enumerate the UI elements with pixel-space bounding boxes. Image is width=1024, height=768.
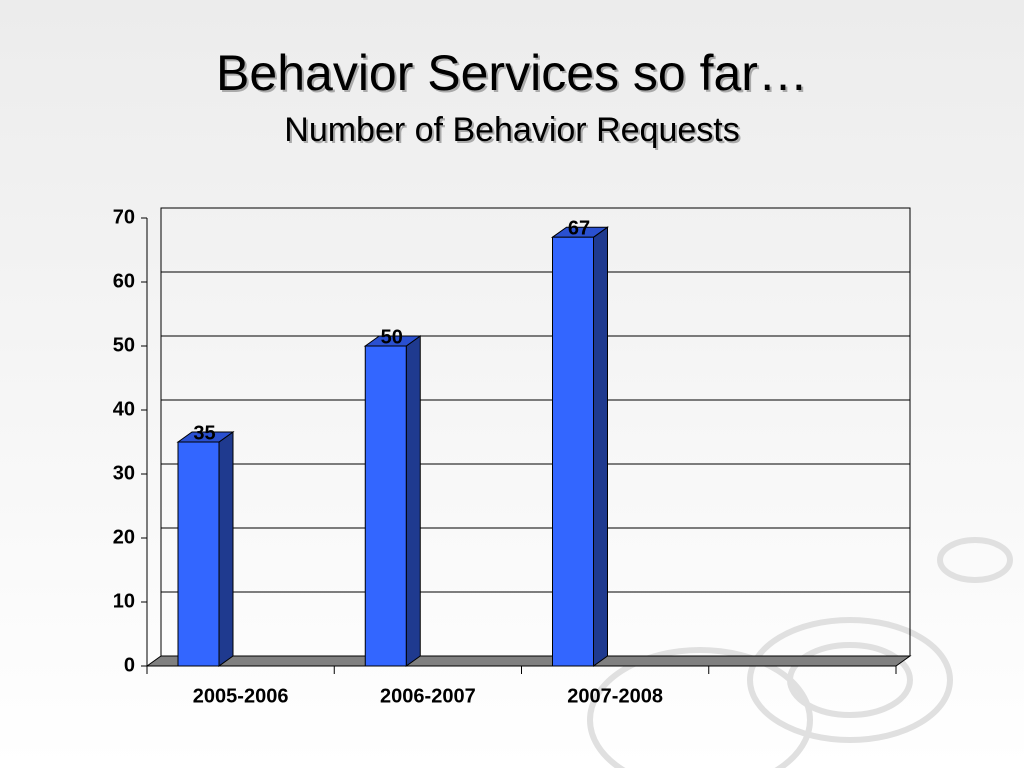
chart-title-shadow: Behavior Services so far… [218, 47, 810, 103]
bar [552, 236, 594, 667]
y-tick-label: 0 [124, 654, 135, 676]
y-tick-label: 70 [113, 206, 135, 228]
y-tick-label: 20 [113, 526, 135, 548]
bar-side [405, 335, 421, 667]
decoration [587, 537, 1013, 768]
y-tick-label: 10 [113, 590, 135, 612]
bar-side [593, 226, 608, 667]
chart-subtitle: Number of Behavior Requests [284, 111, 739, 149]
x-tick-label: 2006-2007 [380, 685, 476, 707]
chart-title: Behavior Services so far… [216, 45, 808, 101]
x-tick-label: 2007-2008 [567, 685, 663, 707]
bar [177, 441, 220, 667]
y-tick-label: 30 [113, 462, 135, 484]
value-label: 50 [381, 326, 403, 348]
y-tick-label: 60 [113, 270, 135, 292]
y-tick-label: 40 [113, 398, 135, 420]
value-label: 35 [193, 422, 215, 444]
bar [364, 345, 407, 667]
x-tick-label: 2005-2006 [193, 685, 289, 707]
bar-side [218, 431, 234, 667]
chart-subtitle-shadow: Number of Behavior Requests [286, 113, 741, 151]
value-label: 67 [568, 217, 590, 239]
y-tick-label: 50 [113, 334, 135, 356]
floor [145, 655, 912, 667]
